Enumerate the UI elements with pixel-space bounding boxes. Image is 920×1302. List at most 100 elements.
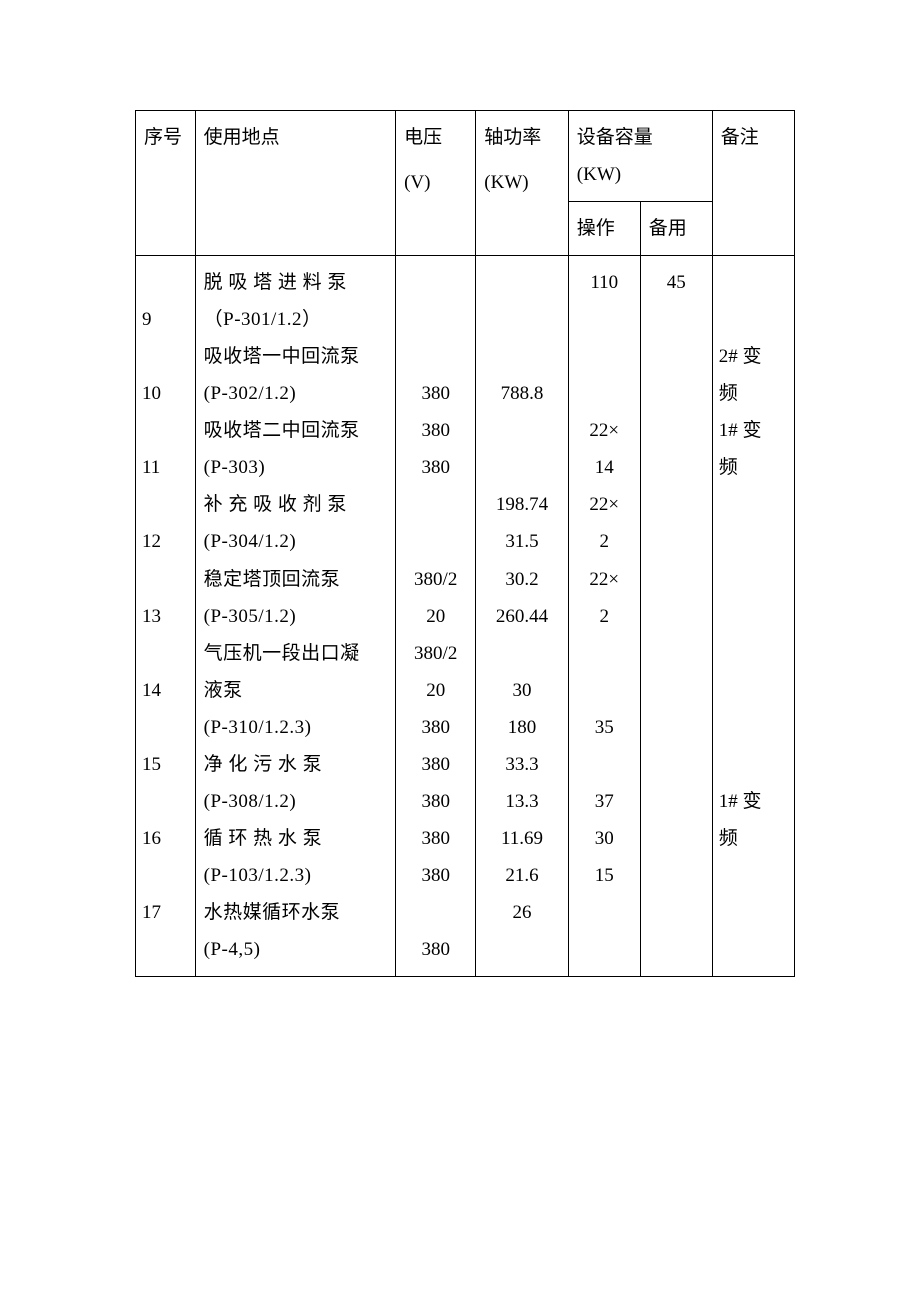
cell-line	[142, 264, 191, 301]
cell-line	[478, 338, 566, 375]
cell-line	[643, 672, 710, 709]
body-loc-cell: 脱 吸 塔 进 料 泵（P-301/1.2）吸收塔一中回流泵(P-302/1.2…	[195, 256, 395, 977]
col-header-op-text: 操作	[569, 202, 640, 255]
cell-line	[142, 709, 191, 746]
cell-line	[719, 635, 790, 672]
cell-line: (P-304/1.2)	[204, 523, 389, 560]
cell-line	[571, 375, 638, 412]
cell-line: 380/2	[398, 635, 473, 672]
cell-line: 30	[478, 672, 566, 709]
cell-line	[142, 338, 191, 375]
cell-line: 13.3	[478, 783, 566, 820]
cell-line	[571, 635, 638, 672]
cell-line: 水热媒循环水泵	[204, 894, 389, 931]
cell-line: 14	[571, 449, 638, 486]
cell-line	[571, 894, 638, 931]
cell-line: 补 充 吸 收 剂 泵	[204, 486, 389, 523]
seq-column-content: 9 10 11 12 13 14 15 16 17	[136, 256, 195, 976]
col-header-axis-line1: 轴功率	[476, 111, 568, 164]
cell-line	[643, 783, 710, 820]
cell-line: (P-310/1.2.3)	[204, 709, 389, 746]
op-column-content: 110 22×1422×222×2 35 373015	[569, 256, 640, 976]
table-body-row: 9 10 11 12 13 14 15 16 17 脱 吸 塔 进 料 泵（P-…	[136, 256, 795, 977]
cell-line	[719, 709, 790, 746]
col-header-voltage: 电压 (V)	[396, 111, 476, 256]
cell-line	[643, 894, 710, 931]
col-header-note-text: 备注	[713, 111, 794, 164]
cell-line	[398, 338, 473, 375]
cell-line	[142, 931, 191, 968]
cell-line: (P-303)	[204, 449, 389, 486]
cell-line	[719, 598, 790, 635]
cell-line	[719, 264, 790, 301]
cell-line	[719, 746, 790, 783]
cell-line	[719, 523, 790, 560]
cell-line	[643, 412, 710, 449]
cell-line	[643, 301, 710, 338]
col-header-note: 备注	[712, 111, 794, 256]
cell-line	[643, 709, 710, 746]
cell-line: 380	[398, 931, 473, 968]
table-header-row-1: 序号 使用地点 电压 (V) 轴功率 (KW) 设备容量 (KW) 备注	[136, 111, 795, 202]
cell-line: 180	[478, 709, 566, 746]
cell-line: 110	[571, 264, 638, 301]
cell-line	[398, 486, 473, 523]
col-header-op: 操作	[568, 202, 640, 256]
cell-line	[719, 301, 790, 338]
cell-line	[719, 931, 790, 968]
cell-line: 380	[398, 746, 473, 783]
cell-line: (P-308/1.2)	[204, 783, 389, 820]
cell-line: 22×	[571, 486, 638, 523]
cell-line	[398, 523, 473, 560]
cell-line: 11.69	[478, 820, 566, 857]
cell-line: 11	[142, 449, 191, 486]
backup-column-content: 45	[641, 256, 712, 976]
col-header-backup-text: 备用	[641, 202, 712, 255]
cell-line	[142, 635, 191, 672]
cell-line: 30	[571, 820, 638, 857]
cell-line: 45	[643, 264, 710, 301]
col-header-capacity: 设备容量 (KW)	[568, 111, 712, 202]
cell-line	[142, 486, 191, 523]
cell-line: (P-305/1.2)	[204, 598, 389, 635]
cell-line: 380	[398, 412, 473, 449]
cell-line: 26	[478, 894, 566, 931]
cell-line: 2	[571, 523, 638, 560]
cell-line: 31.5	[478, 523, 566, 560]
cell-line	[643, 598, 710, 635]
cell-line	[571, 746, 638, 783]
col-header-voltage-line2: (V)	[396, 164, 475, 209]
cell-line	[142, 412, 191, 449]
cell-line: 22×	[571, 412, 638, 449]
cell-line: 净 化 污 水 泵	[204, 746, 389, 783]
cell-line: 13	[142, 598, 191, 635]
cell-line: 15	[571, 857, 638, 894]
cell-line: (P-302/1.2)	[204, 375, 389, 412]
col-header-capacity-line1: 设备容量	[569, 111, 712, 156]
col-header-seq-text: 序号	[136, 111, 195, 164]
cell-line: 气压机一段出口凝	[204, 635, 389, 672]
cell-line: (P-103/1.2.3)	[204, 857, 389, 894]
cell-line: 15	[142, 746, 191, 783]
cell-line: 循 环 热 水 泵	[204, 820, 389, 857]
body-axis-cell: 788.8 198.7431.530.2260.44 3018033.313.3…	[476, 256, 569, 977]
note-column-content: 2# 变频1# 变频 1# 变频	[713, 256, 794, 976]
body-op-cell: 110 22×1422×222×2 35 373015	[568, 256, 640, 977]
cell-line: 380	[398, 783, 473, 820]
cell-line	[478, 635, 566, 672]
cell-line	[571, 931, 638, 968]
cell-line	[142, 561, 191, 598]
cell-line	[142, 783, 191, 820]
cell-line: 35	[571, 709, 638, 746]
col-header-capacity-line2: (KW)	[569, 156, 712, 201]
col-header-seq: 序号	[136, 111, 196, 256]
cell-line	[571, 672, 638, 709]
location-column-content: 脱 吸 塔 进 料 泵（P-301/1.2）吸收塔一中回流泵(P-302/1.2…	[196, 256, 395, 976]
cell-line: 380	[398, 857, 473, 894]
cell-line	[719, 561, 790, 598]
cell-line: 380	[398, 375, 473, 412]
cell-line	[643, 746, 710, 783]
cell-line	[398, 301, 473, 338]
cell-line: 17	[142, 894, 191, 931]
cell-line	[719, 486, 790, 523]
